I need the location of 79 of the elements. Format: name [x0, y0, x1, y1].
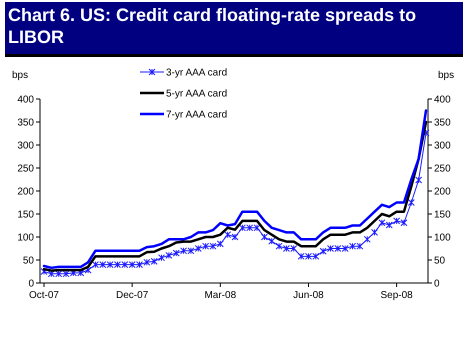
- point: [143, 258, 150, 266]
- y2-tick-label: 150: [434, 210, 452, 220]
- point: [136, 261, 143, 268]
- point: [224, 231, 232, 238]
- x-tick-label: Jun-08: [293, 290, 324, 301]
- point: [172, 250, 180, 257]
- legend-label: 7-yr AAA card: [166, 110, 228, 120]
- point: [327, 245, 334, 252]
- point: [180, 247, 188, 254]
- point: [320, 248, 327, 255]
- y-tick-label: 50: [22, 256, 34, 266]
- x-tick-label: Dec-07: [116, 290, 149, 301]
- point: [150, 258, 158, 265]
- point: [260, 234, 268, 240]
- y2-tick-label: 0: [434, 278, 440, 290]
- point: [290, 245, 298, 252]
- point: [246, 224, 254, 232]
- point: [209, 242, 216, 250]
- point: [276, 242, 283, 250]
- point: [194, 245, 202, 252]
- x-tick-label: Mar-08: [204, 290, 237, 301]
- y-tick-label: 250: [17, 164, 34, 174]
- point: [48, 270, 55, 278]
- point: [371, 228, 378, 236]
- point: [268, 238, 276, 245]
- point: [106, 261, 114, 268]
- point: [158, 254, 166, 262]
- legend-label: 5-yr AAA card: [166, 88, 228, 100]
- y-tick-label: 350: [17, 118, 34, 128]
- point: [121, 261, 128, 268]
- point: [114, 261, 121, 268]
- chart-title: Chart 6. US: Credit card floating-rate spreads to LIBOR: [8, 5, 416, 47]
- point: [254, 224, 261, 232]
- x-tick-label: Sep-08: [380, 290, 414, 301]
- point: [55, 270, 62, 278]
- point: [415, 176, 422, 184]
- point: [282, 245, 290, 252]
- y2-tick-label: 250: [434, 164, 452, 174]
- point: [349, 242, 356, 250]
- point: [84, 266, 92, 274]
- point: [92, 261, 99, 268]
- point: [298, 252, 305, 260]
- point: [342, 245, 349, 252]
- x-tick-label: Oct-07: [28, 290, 60, 301]
- legend-label: 3-yr AAA card: [166, 68, 228, 78]
- y-axis-title: bps: [12, 70, 28, 81]
- point: [304, 252, 312, 260]
- y-tick-label: 0: [28, 278, 34, 290]
- y-tick-label: 150: [17, 210, 34, 220]
- y-tick-label: 100: [17, 232, 34, 244]
- point: [386, 222, 393, 229]
- y2-axis-title: bps: [438, 70, 454, 81]
- point: [62, 270, 70, 278]
- point: [99, 261, 106, 268]
- point: [216, 240, 224, 248]
- point: [334, 245, 342, 252]
- y-tick-label: 400: [17, 94, 34, 106]
- y2-tick-label: 350: [434, 118, 452, 128]
- point: [378, 219, 386, 226]
- point: [400, 219, 408, 226]
- y2-tick-label: 200: [434, 186, 452, 198]
- point: [165, 252, 172, 259]
- y-tick-label: 200: [17, 186, 34, 198]
- y-tick-label: 300: [17, 140, 34, 152]
- point: [77, 269, 84, 276]
- point: [364, 236, 371, 243]
- y2-tick-label: 50: [434, 256, 446, 266]
- point: [238, 224, 246, 232]
- y2-tick-label: 400: [434, 94, 452, 106]
- y2-tick-label: 300: [434, 140, 452, 152]
- point: [312, 252, 320, 260]
- point: [202, 242, 210, 250]
- point: [128, 261, 136, 268]
- point: [408, 199, 415, 206]
- point: [356, 242, 364, 250]
- point: [393, 217, 400, 224]
- point: [232, 234, 238, 240]
- point: [187, 247, 194, 254]
- y2-tick-label: 100: [434, 232, 452, 244]
